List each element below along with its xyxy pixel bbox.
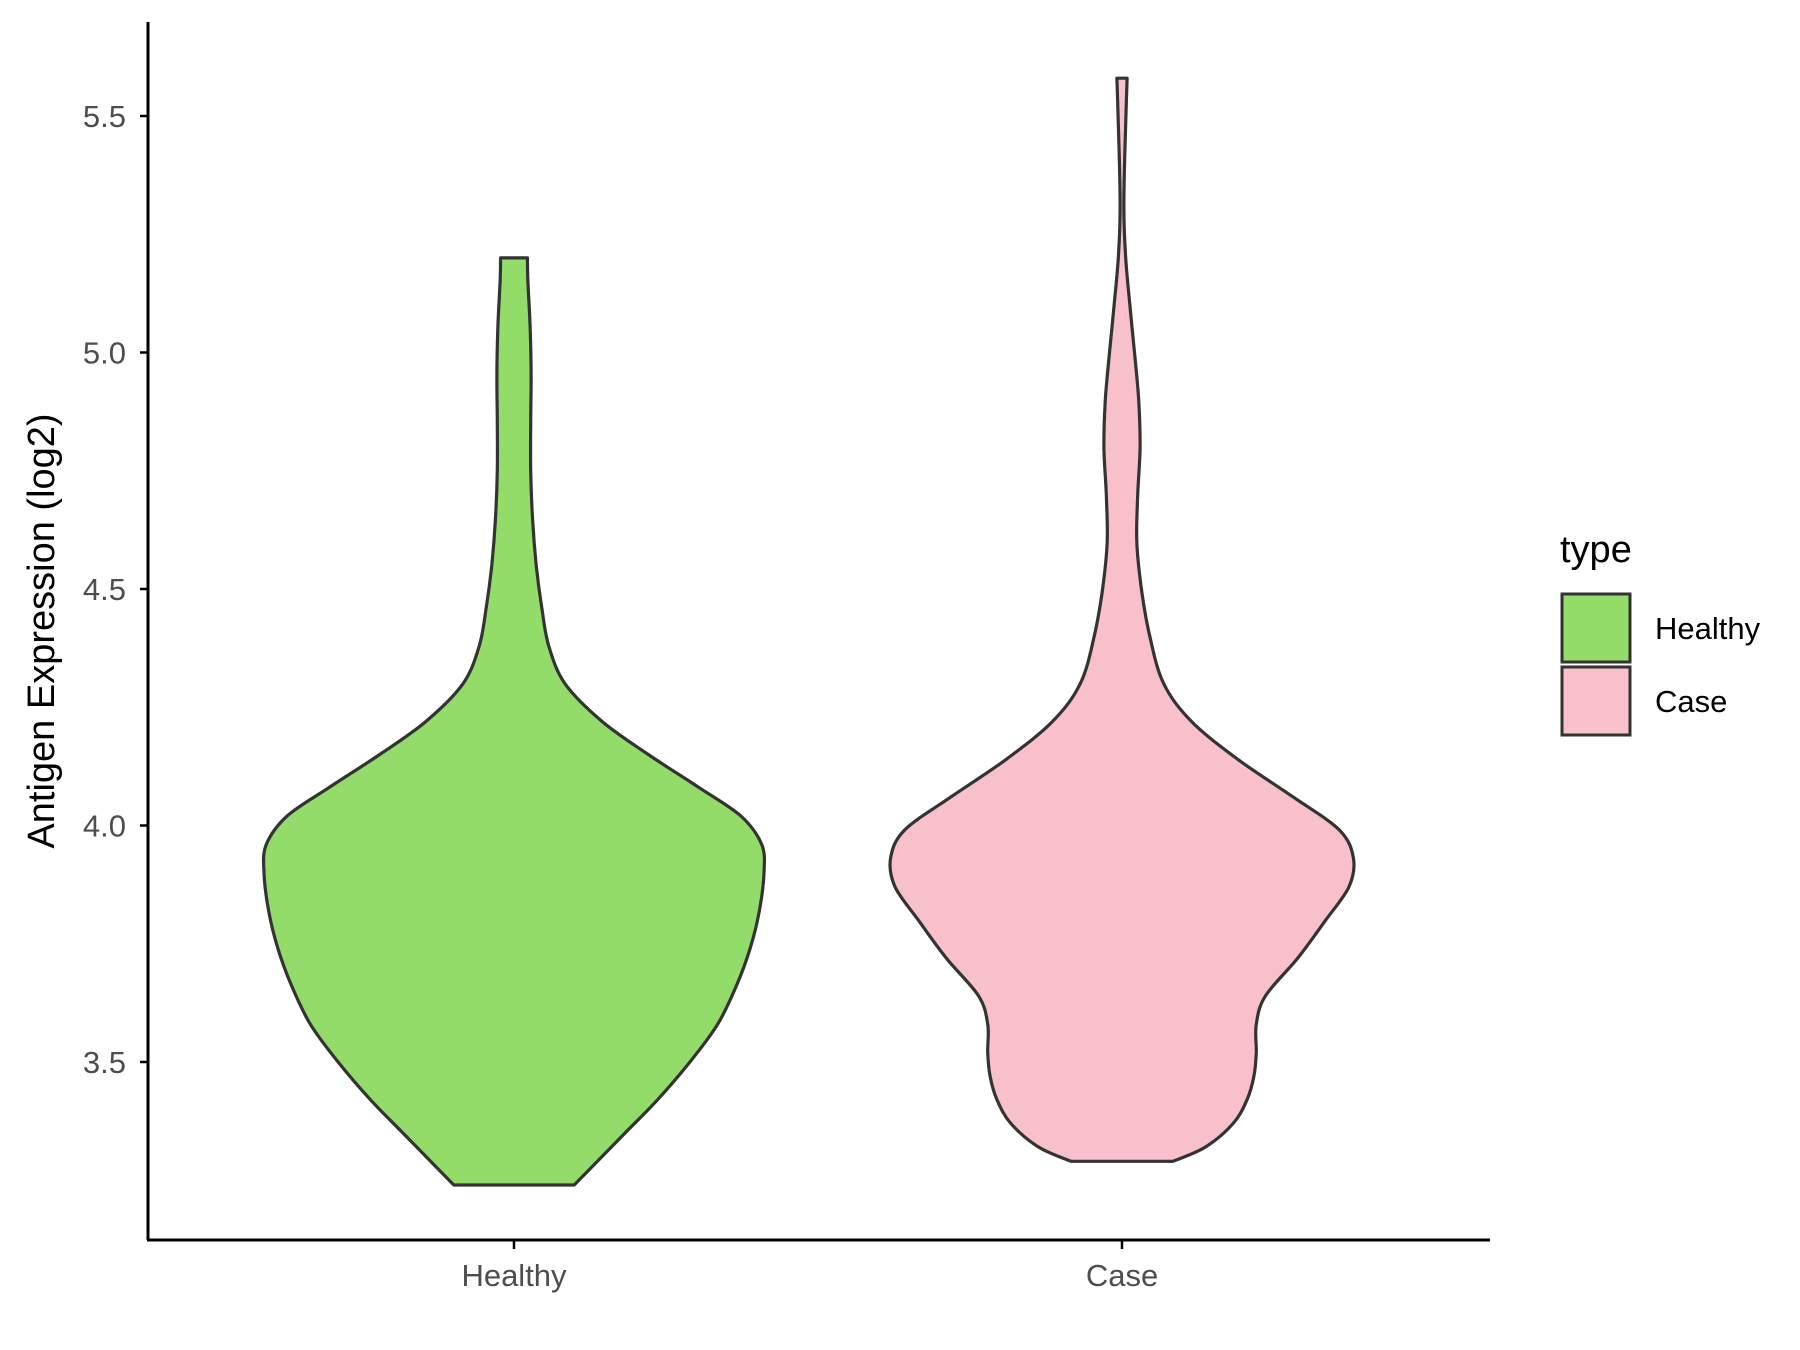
x-tick-label: Case (1086, 1258, 1158, 1293)
violin-layer (261, 76, 1356, 1187)
legend-swatch-case (1560, 665, 1632, 737)
y-tick-label: 5.0 (83, 336, 126, 371)
y-axis-title: Antigen Expression (log2) (21, 413, 63, 848)
violin-healthy (261, 256, 767, 1187)
legend-items: Healthy Case (1560, 592, 1761, 737)
legend-label-healthy: Healthy (1655, 611, 1761, 646)
x-axis-ticks: Healthy Case (461, 1240, 1158, 1293)
x-tick-label: Healthy (461, 1258, 567, 1293)
legend-swatch-healthy (1560, 592, 1632, 664)
violin-case (888, 76, 1356, 1163)
y-tick-label: 3.5 (83, 1045, 126, 1080)
y-axis-ticks: 3.5 4.0 4.5 5.0 5.5 (83, 99, 148, 1080)
legend: type Healthy Case (1560, 529, 1761, 737)
y-tick-label: 4.0 (83, 809, 126, 844)
y-tick-label: 4.5 (83, 572, 126, 607)
legend-title: type (1560, 529, 1632, 571)
legend-label-case: Case (1655, 684, 1727, 719)
y-tick-label: 5.5 (83, 99, 126, 134)
